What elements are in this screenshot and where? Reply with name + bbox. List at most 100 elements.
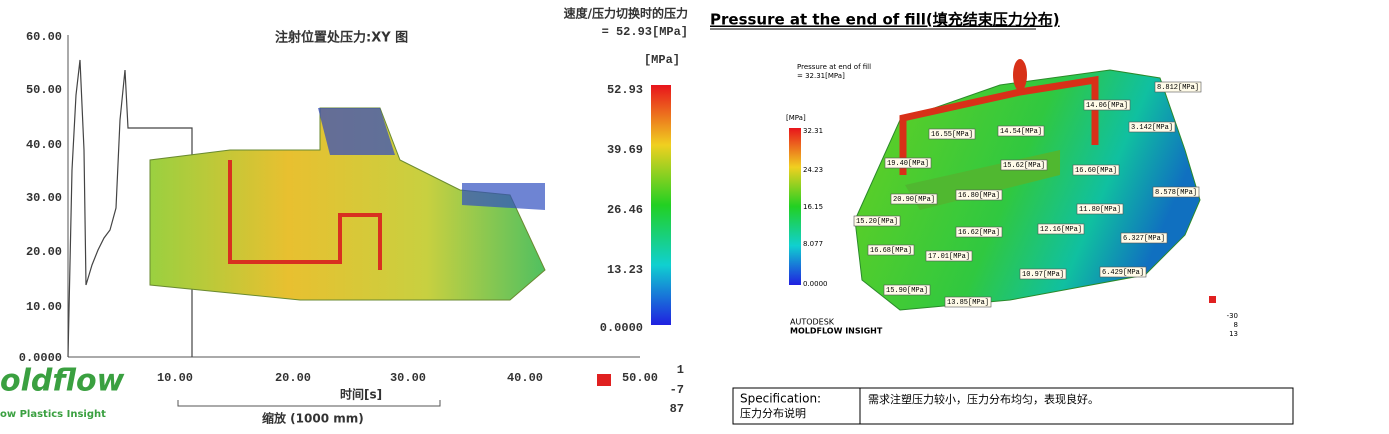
probe-box: [1120, 232, 1168, 244]
probe-label: 16.68[MPa]: [870, 247, 912, 255]
triad: [597, 374, 611, 386]
x-tick-label: 10.00: [157, 371, 193, 385]
x-tick-label: 30.00: [390, 371, 426, 385]
color-legend: [789, 128, 801, 285]
switch-value: = 52.93[MPa]: [602, 25, 688, 39]
probe-box: [883, 284, 931, 296]
result-value: = 32.31[MPa]: [797, 72, 845, 80]
spec-label-en: Specification:: [740, 392, 821, 406]
scale-bracket: [177, 400, 441, 407]
probe-box: [1076, 203, 1124, 215]
chart-title: 注射位置处压力:XY 图: [275, 30, 408, 46]
y-tick-label: 10.00: [26, 300, 62, 314]
probe-box: [955, 189, 1003, 201]
probe-box: [853, 215, 901, 227]
legend-tick-label: 0.0000: [803, 280, 828, 288]
legend-tick-label: 8.077: [803, 240, 823, 248]
probe-box: [1019, 268, 1067, 280]
triad-label: 87: [670, 402, 684, 416]
switch-label: 速度/压力切换时的压力: [564, 6, 688, 21]
runner: [228, 160, 382, 270]
y-tick-label: 40.00: [26, 138, 62, 152]
brand-sub: ow Plastics Insight: [0, 409, 106, 420]
spec-table: [732, 387, 1294, 425]
probe-box: [1099, 266, 1147, 278]
y-tick-label: 20.00: [26, 245, 62, 259]
probe-label: 6.327[MPa]: [1123, 235, 1165, 243]
probe-box: [955, 226, 1003, 238]
probe-box: [884, 157, 932, 169]
probe-label: 16.60[MPa]: [1075, 167, 1117, 175]
x-tick-label: 50.00: [622, 371, 658, 385]
probe-label: 13.85[MPa]: [947, 299, 989, 307]
spec-label-cn: 压力分布说明: [740, 406, 806, 420]
probe-label: 3.142[MPa]: [1131, 124, 1173, 132]
scale-label: 缩放 (1000 mm): [262, 411, 364, 426]
probe-label: 8.578[MPa]: [1155, 189, 1197, 197]
left-panel: 注射位置处压力:XY 图 速度/压力切换时的压力 = 52.93[MPa] [M…: [0, 6, 688, 426]
y-tick-label: 50.00: [26, 83, 62, 97]
probe-box: [890, 193, 938, 205]
probe-label: 12.16[MPa]: [1040, 226, 1082, 234]
probe-box: [1083, 99, 1131, 111]
legend-tick-label: 52.93: [607, 83, 643, 97]
legend-tick-label: 16.15: [803, 203, 823, 211]
probe-label: 16.55[MPa]: [931, 131, 973, 139]
x-tick-label: 40.00: [507, 371, 543, 385]
probe-label: 17.01[MPa]: [928, 253, 970, 261]
x-tick-label: 20.00: [275, 371, 311, 385]
triad: [1209, 296, 1216, 303]
y-tick-label: 0.0000: [19, 351, 62, 365]
part-model: [149, 107, 546, 301]
probe-box: [1154, 81, 1202, 93]
probe-label: 16.62[MPa]: [958, 229, 1000, 237]
legend-tick-label: 39.69: [607, 143, 643, 157]
probe-box: [997, 125, 1045, 137]
product: MOLDFLOW INSIGHT: [790, 327, 883, 336]
probe-box: [867, 244, 915, 256]
triad-label: 13: [1229, 330, 1238, 338]
probe-box: [1128, 121, 1176, 133]
right-panel: Pressure at the end of fill(填充结束压力分布) Pr…: [710, 11, 1294, 425]
probe-label: 6.429[MPa]: [1102, 269, 1144, 277]
probe-label: 14.06[MPa]: [1086, 102, 1128, 110]
part-detail: [462, 183, 545, 210]
probe-label: 19.40[MPa]: [887, 160, 929, 168]
triad-label: -7: [670, 383, 684, 397]
triad-label: 1: [677, 363, 684, 377]
legend-unit: [MPa]: [644, 53, 680, 67]
probe-box: [1072, 164, 1120, 176]
probe-box: [1037, 223, 1085, 235]
probe-label: 15.62[MPa]: [1003, 162, 1045, 170]
probe-label: 20.90[MPa]: [893, 196, 935, 204]
legend-tick-label: 26.46: [607, 203, 643, 217]
legend-tick-label: 24.23: [803, 166, 823, 174]
probe-box: [1000, 159, 1048, 171]
spec-text: 需求注塑压力较小，压力分布均匀，表现良好。: [868, 392, 1099, 406]
legend-tick-label: 13.23: [607, 263, 643, 277]
triad-label: 8: [1234, 321, 1238, 329]
y-tick-label: 30.00: [26, 191, 62, 205]
probe-label: 8.812[MPa]: [1157, 84, 1199, 92]
brand: AUTODESK: [790, 318, 835, 327]
sprue: [1013, 59, 1027, 91]
legend-tick-label: 0.0000: [600, 321, 643, 335]
probe-label: 11.80[MPa]: [1079, 206, 1121, 214]
probe-box: [944, 296, 992, 308]
probe-box: [925, 250, 973, 262]
legend-unit: [MPa]: [786, 114, 806, 122]
probe-label: 14.54[MPa]: [1000, 128, 1042, 136]
brand: oldflow: [0, 364, 125, 399]
result-name: Pressure at end of fill: [797, 63, 871, 71]
probe-label: 10.97[MPa]: [1022, 271, 1064, 279]
part-detail: [318, 108, 395, 155]
probe-label: 15.90[MPa]: [886, 287, 928, 295]
probe-box: [1152, 186, 1200, 198]
color-legend: [651, 85, 671, 325]
probe-box: [928, 128, 976, 140]
probe-label: 16.80[MPa]: [958, 192, 1000, 200]
section-title: Pressure at the end of fill(填充结束压力分布): [710, 11, 1060, 29]
legend-tick-label: 32.31: [803, 127, 823, 135]
pressure-curve: [67, 59, 193, 358]
